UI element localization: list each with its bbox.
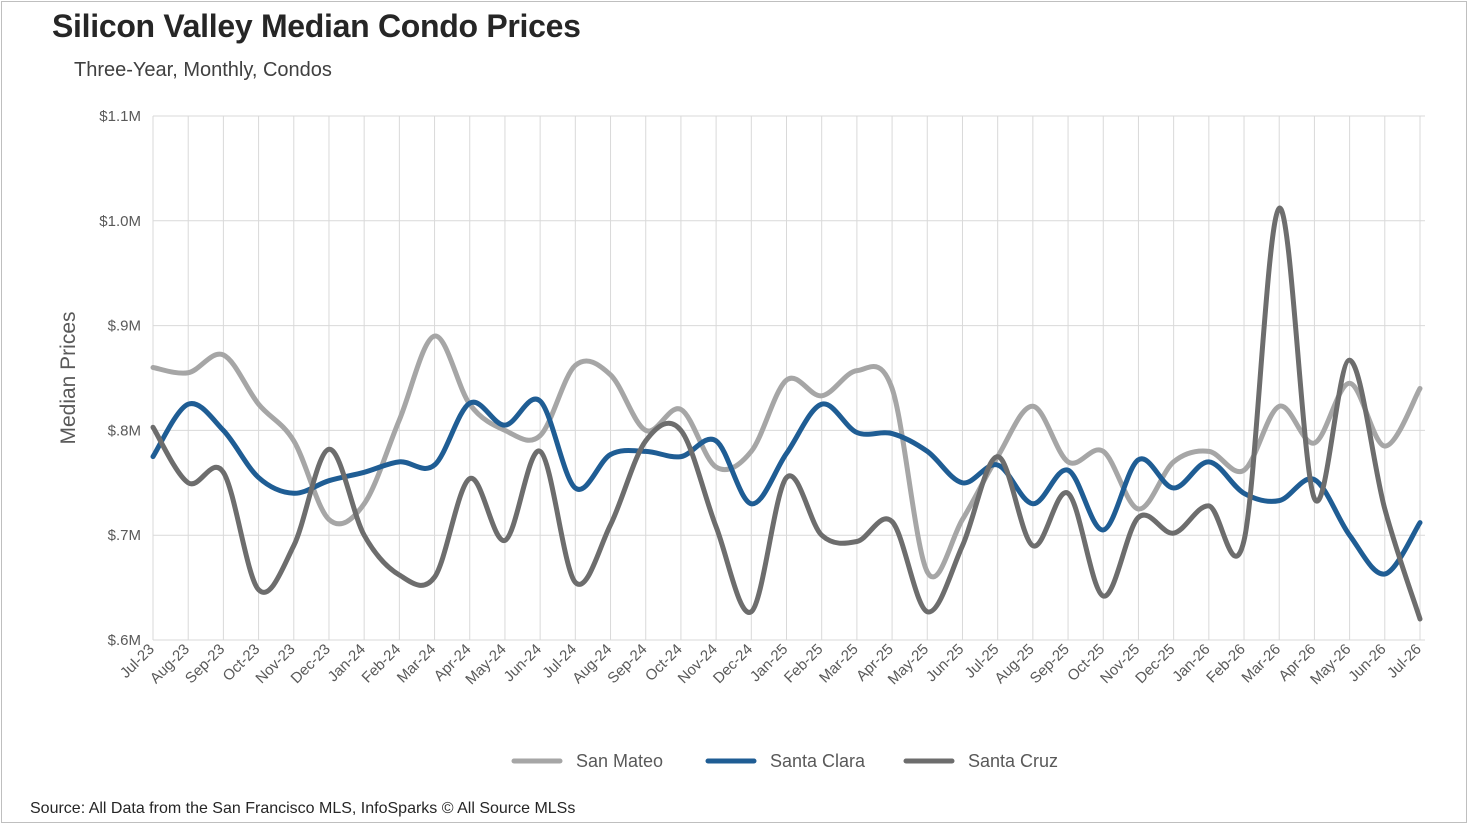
series-line-santa-cruz	[150, 205, 1423, 622]
x-tick-label: Sep-24	[604, 641, 650, 687]
series-lines	[150, 205, 1423, 622]
x-tick-label: Jun-26	[1345, 641, 1389, 685]
series-line-san-mateo	[150, 333, 1423, 580]
x-tick-label: Feb-25	[781, 641, 827, 687]
legend-label-san-mateo: San Mateo	[576, 751, 663, 771]
legend: San Mateo Santa Clara Santa Cruz	[511, 751, 1058, 771]
x-tick-label: Jun-25	[923, 641, 967, 685]
y-tick-label: $1.0M	[99, 213, 141, 230]
x-tick-label: Mar-26	[1238, 641, 1284, 687]
x-tick-label: Feb-26	[1203, 641, 1249, 687]
series-line-santa-clara	[150, 396, 1423, 577]
legend-label-santa-cruz: Santa Cruz	[968, 751, 1058, 771]
x-tick-label: Sep-25	[1027, 641, 1073, 687]
source-note: Source: All Data from the San Francisco …	[30, 800, 576, 817]
x-tick-label: Sep-23	[182, 641, 228, 687]
x-axis: Jul-23Aug-23Sep-23Oct-23Nov-23Dec-23Jan-…	[117, 641, 1425, 688]
chart-title: Silicon Valley Median Condo Prices	[52, 8, 581, 44]
x-tick-label: Feb-24	[359, 641, 405, 687]
x-tick-label: Mar-25	[816, 641, 862, 687]
gridlines	[152, 115, 1425, 641]
chart-subtitle: Three-Year, Monthly, Condos	[74, 59, 332, 81]
y-tick-label: $1.1M	[99, 108, 141, 125]
x-tick-label: Dec-23	[288, 641, 334, 687]
legend-label-santa-clara: Santa Clara	[770, 751, 866, 771]
y-axis: $.6M $.7M $.8M $.9M $1.0M $1.1M	[99, 108, 141, 649]
y-axis-label: Median Prices	[57, 311, 80, 444]
y-tick-label: $.6M	[108, 632, 141, 649]
x-tick-label: Dec-25	[1132, 641, 1178, 687]
y-tick-label: $.8M	[108, 422, 141, 439]
x-tick-label: Dec-24	[710, 641, 756, 687]
x-tick-label: Jun-24	[501, 641, 545, 685]
y-tick-label: $.9M	[108, 318, 141, 335]
y-tick-label: $.7M	[108, 527, 141, 544]
x-tick-label: Mar-24	[394, 641, 440, 687]
x-tick-label: Jul-26	[1384, 641, 1425, 682]
